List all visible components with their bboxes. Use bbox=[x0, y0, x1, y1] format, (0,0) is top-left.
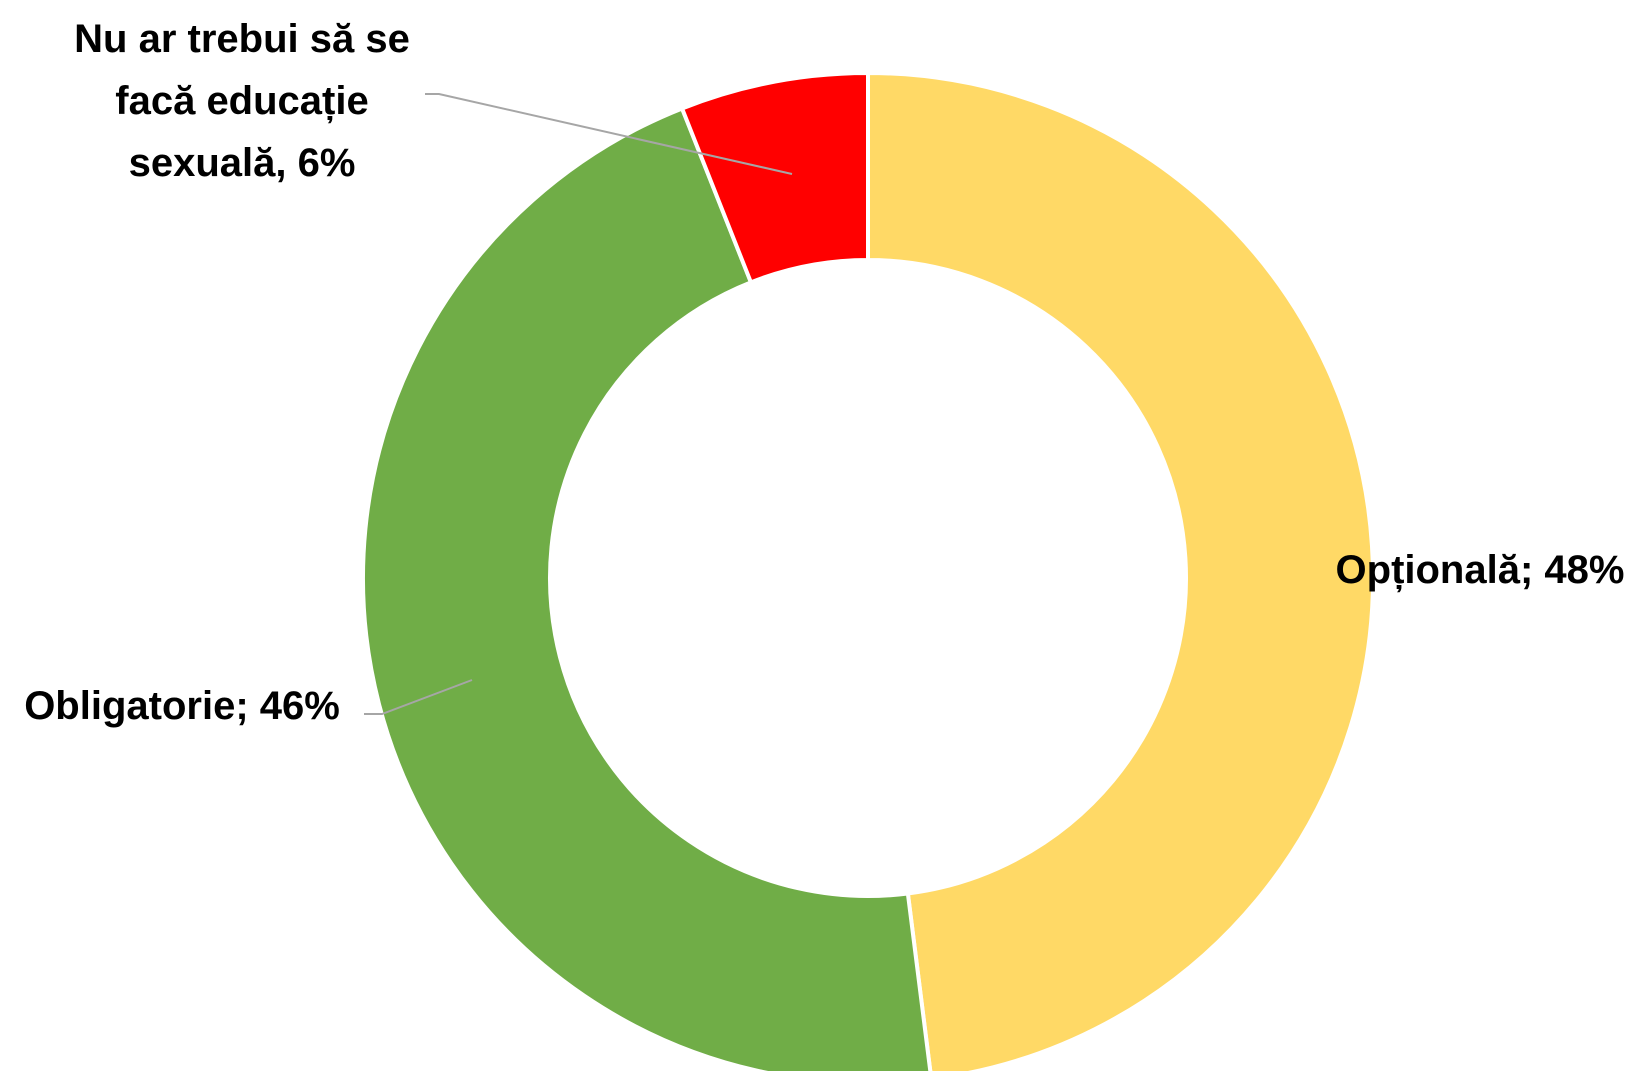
slice-obligatorie bbox=[361, 105, 933, 1071]
data-label-obligatorie: Obligatorie; 46% bbox=[24, 684, 340, 728]
leader-line-obligatorie bbox=[364, 679, 473, 715]
data-labels: Opțională; 48% Obligatorie; 46% Nu ar treb… bbox=[24, 17, 1624, 728]
data-label-optionala: Opțională; 48% bbox=[1336, 548, 1625, 592]
leader-lines bbox=[364, 93, 793, 715]
data-label-nu-ar-trebui-sa-se-faca-educatie-sexuala: Nu ar trebui să se facă educație sexuală, … bbox=[74, 17, 410, 185]
leader-line-nu-ar-trebui-sa-se-faca-educatie-sexuala bbox=[425, 93, 793, 175]
slice-nu-ar-trebui-sa-se-faca-educatie-sexuala bbox=[679, 70, 870, 285]
slice-optionala bbox=[866, 70, 1375, 1071]
chart-slices bbox=[361, 70, 1375, 1071]
